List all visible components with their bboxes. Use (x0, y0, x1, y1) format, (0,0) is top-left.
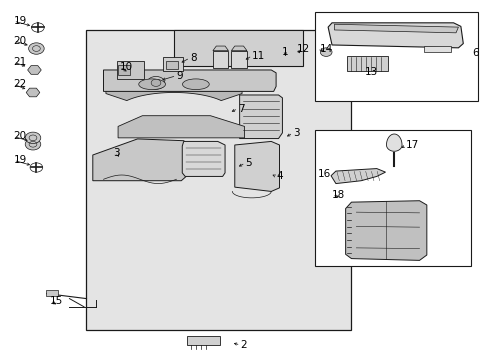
Polygon shape (327, 23, 462, 48)
Circle shape (147, 76, 164, 89)
Text: 5: 5 (245, 158, 252, 168)
Polygon shape (345, 201, 426, 260)
Text: 8: 8 (190, 53, 196, 63)
Bar (424, 46, 450, 52)
Polygon shape (330, 168, 385, 184)
Text: 10: 10 (119, 62, 132, 72)
Text: 4: 4 (276, 171, 282, 181)
Bar (117, 62, 143, 78)
Text: 3: 3 (292, 128, 299, 138)
Bar (346, 57, 387, 71)
Text: 19: 19 (14, 156, 27, 165)
Text: 3: 3 (113, 148, 120, 158)
Polygon shape (234, 141, 279, 192)
Polygon shape (182, 141, 224, 176)
Polygon shape (26, 88, 40, 97)
Bar (46, 290, 58, 296)
Text: 12: 12 (296, 44, 309, 54)
Text: 20: 20 (14, 131, 27, 141)
Polygon shape (212, 46, 228, 51)
Polygon shape (386, 134, 401, 151)
Text: 11: 11 (252, 51, 265, 61)
Ellipse shape (139, 79, 165, 90)
Bar (165, 62, 178, 69)
Text: 19: 19 (14, 16, 27, 26)
Bar (314, 130, 469, 266)
Text: 13: 13 (365, 67, 378, 77)
Polygon shape (93, 139, 190, 181)
Polygon shape (231, 46, 246, 51)
Bar (174, 30, 302, 66)
Text: 9: 9 (176, 71, 183, 81)
Text: 18: 18 (331, 190, 345, 200)
Text: 14: 14 (319, 44, 332, 54)
Circle shape (25, 132, 41, 144)
Circle shape (320, 48, 331, 57)
Polygon shape (118, 116, 244, 138)
Text: 15: 15 (50, 296, 63, 306)
Text: 21: 21 (14, 57, 27, 67)
Bar (86, 30, 351, 330)
Text: 20: 20 (14, 36, 27, 46)
Text: 7: 7 (238, 104, 244, 113)
Text: 2: 2 (240, 340, 247, 350)
Polygon shape (103, 70, 276, 91)
Bar (187, 336, 220, 345)
Circle shape (25, 139, 41, 150)
Bar (212, 51, 228, 68)
Bar (231, 51, 246, 68)
Bar (314, 12, 477, 102)
Circle shape (151, 79, 161, 86)
Text: 16: 16 (317, 168, 330, 179)
Text: 1: 1 (282, 47, 288, 57)
Text: 6: 6 (471, 48, 478, 58)
Circle shape (29, 43, 44, 54)
Polygon shape (334, 24, 458, 33)
Bar (118, 64, 130, 75)
Polygon shape (28, 66, 41, 74)
Ellipse shape (182, 79, 209, 90)
Polygon shape (239, 95, 282, 139)
Text: 17: 17 (405, 140, 418, 150)
Polygon shape (106, 91, 242, 100)
Text: 22: 22 (14, 79, 27, 89)
Bar (163, 58, 183, 71)
